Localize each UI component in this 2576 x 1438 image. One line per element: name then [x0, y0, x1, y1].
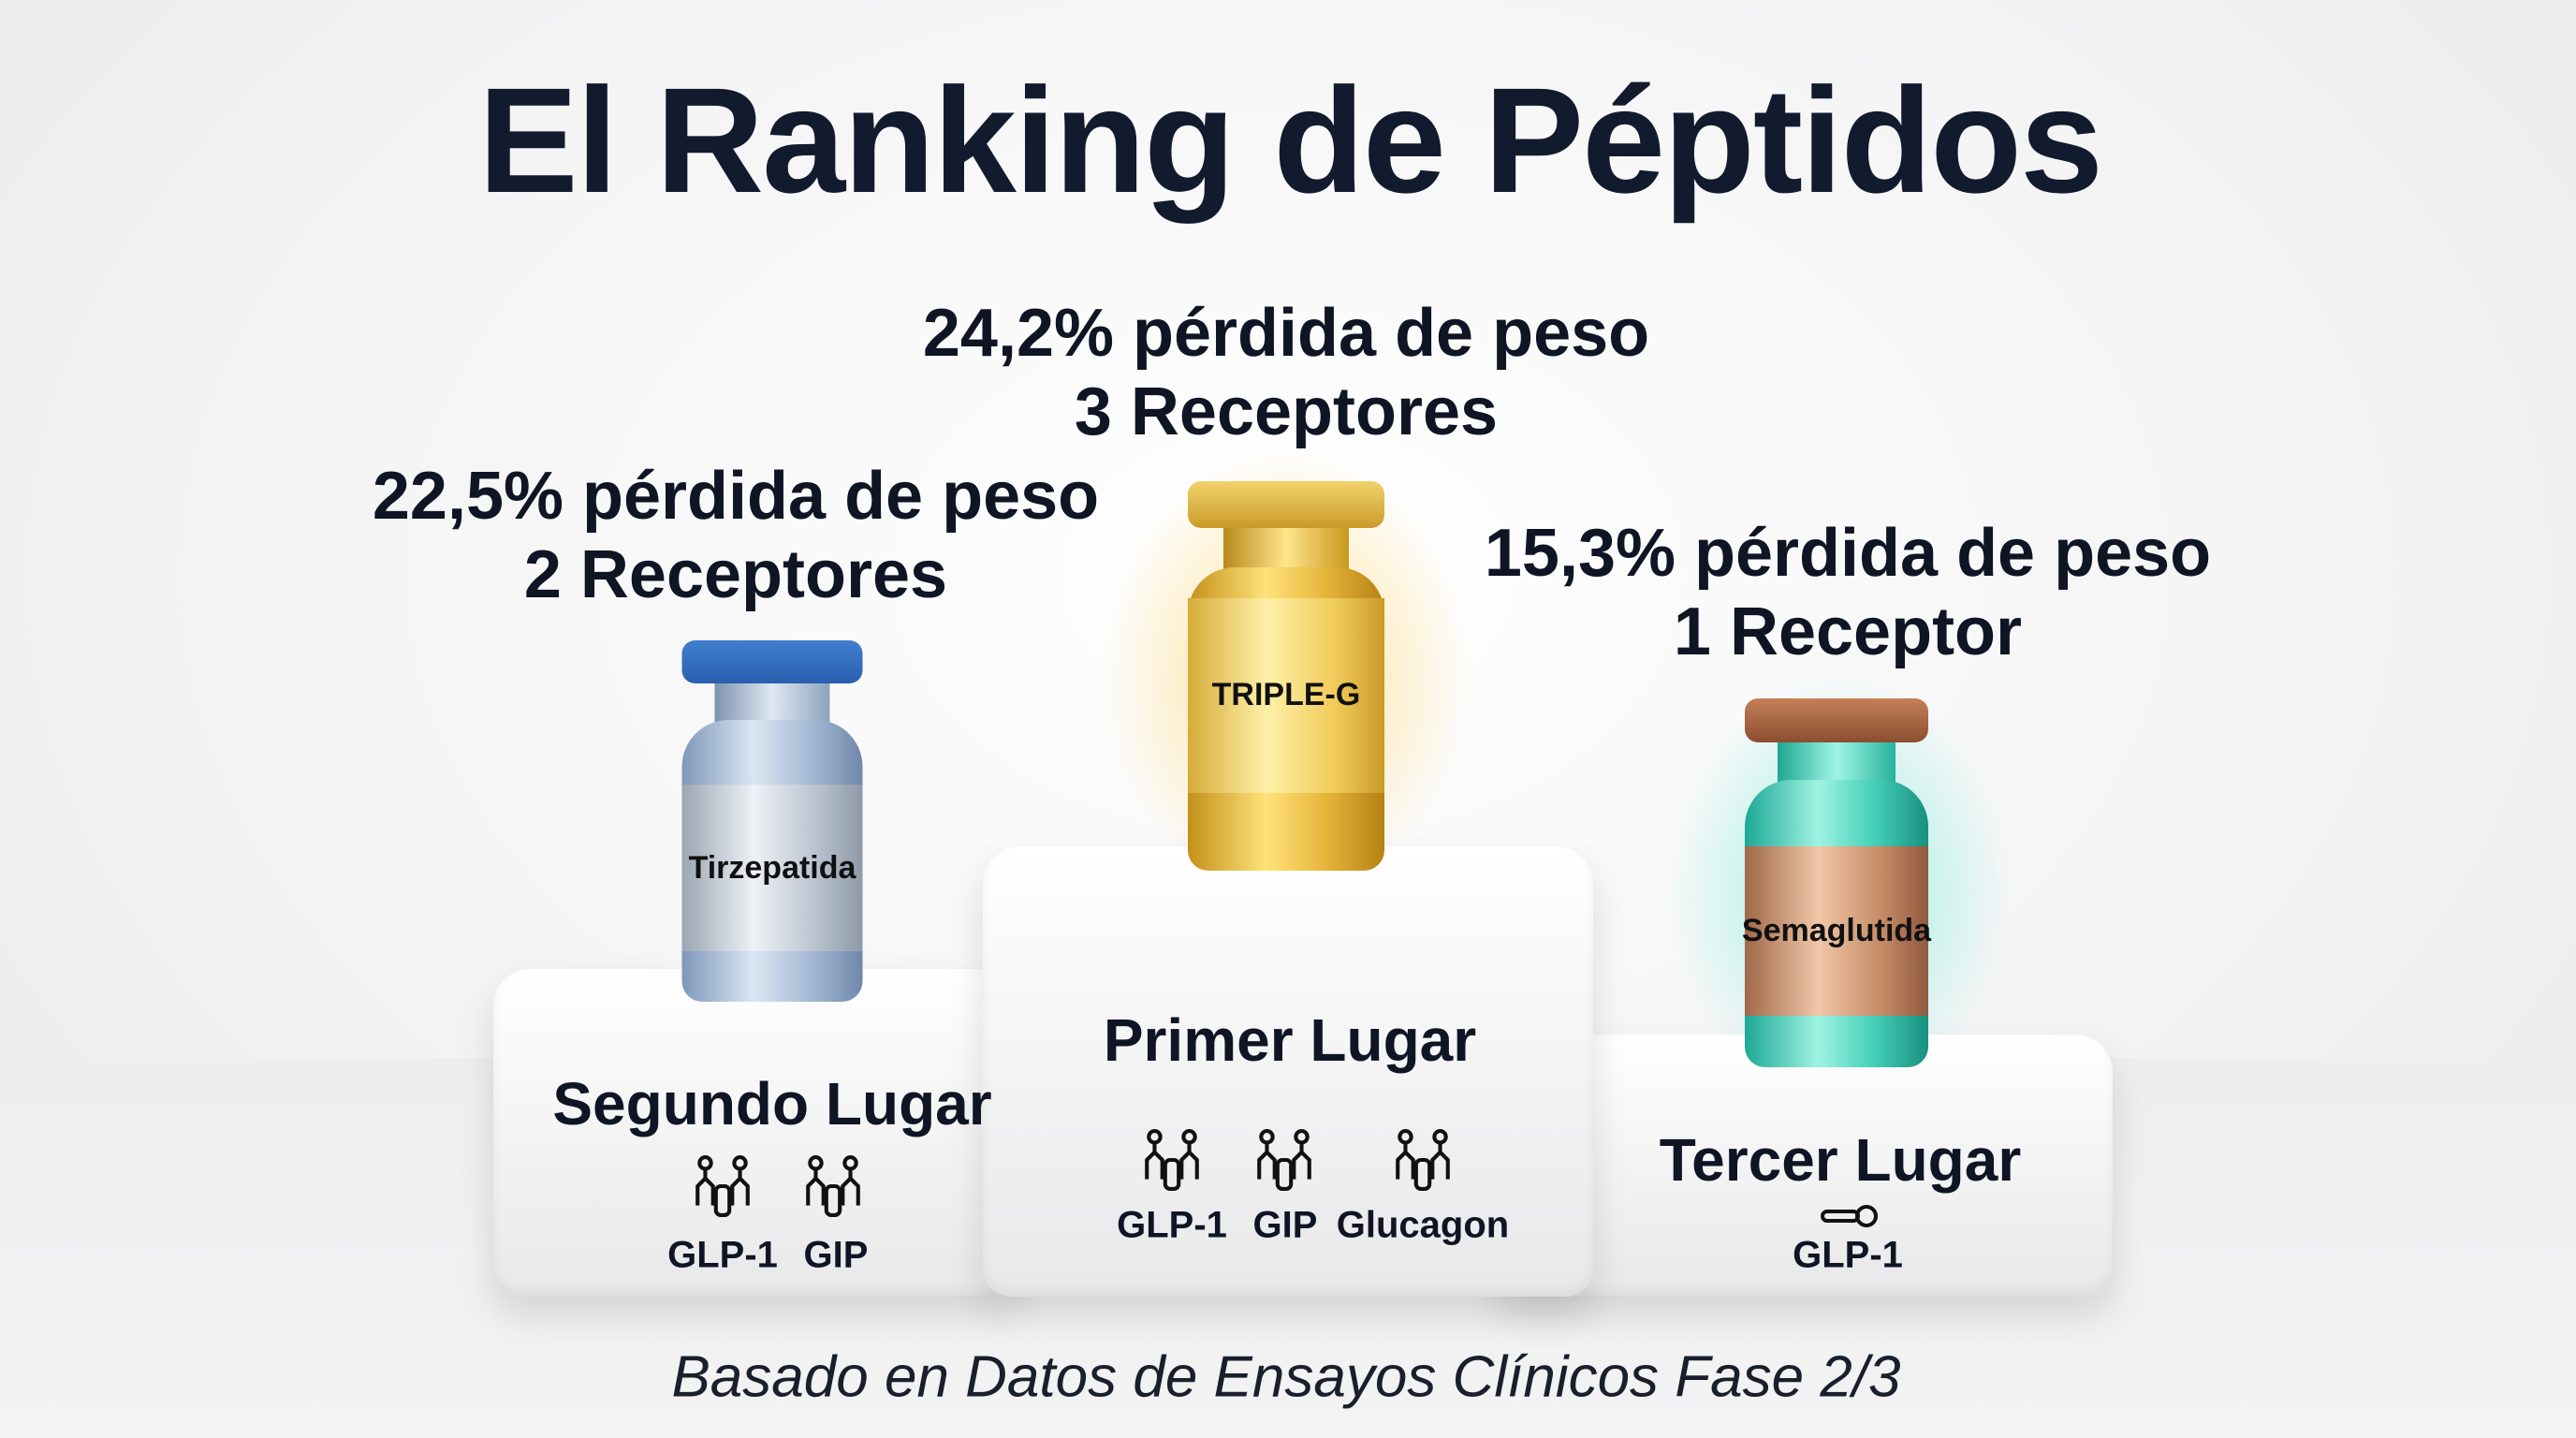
glp1-receptor-icon	[1141, 1127, 1203, 1193]
third-place-label: Tercer Lugar	[1659, 1126, 2022, 1194]
first-place-label: Primer Lugar	[1103, 1006, 1477, 1074]
first-receptors: 3 Receptores	[1074, 374, 1499, 449]
second-stats: 22,5% pérdida de peso 2 Receptores	[373, 457, 1099, 614]
semaglutida-vial: Semaglutida	[1741, 698, 1932, 1067]
first-stats: 24,2% pérdida de peso 3 Receptores	[923, 294, 1649, 451]
target-label: Glucagon	[1336, 1204, 1510, 1246]
third-receptors: 1 Receptor	[1673, 594, 2023, 669]
gip-receptor-icon	[802, 1153, 864, 1219]
single-receptor-icon	[1821, 1205, 1878, 1227]
page-title: El Ranking de Péptidos	[477, 56, 2103, 224]
target-label: GLP-1	[667, 1234, 778, 1276]
vial-label: Tirzepatida	[688, 849, 856, 886]
target-label: GIP	[1252, 1204, 1318, 1246]
triple-g-vial: TRIPLE-G	[1188, 481, 1384, 871]
third-stats: 15,3% pérdida de peso 1 Receptor	[1485, 514, 2211, 671]
target-label: GIP	[803, 1234, 869, 1276]
podium-second	[493, 969, 1017, 1297]
glp1-receptor-icon	[692, 1153, 754, 1219]
gip-receptor-icon	[1253, 1127, 1315, 1193]
second-weight-loss: 22,5% pérdida de peso	[372, 459, 1100, 534]
podium-first	[983, 846, 1593, 1297]
glucagon-receptor-icon	[1392, 1127, 1454, 1193]
second-receptors: 2 Receptores	[523, 537, 948, 612]
target-label: GLP-1	[1117, 1204, 1227, 1246]
vial-label: TRIPLE-G	[1211, 677, 1361, 713]
target-label: GLP-1	[1793, 1234, 1903, 1276]
vial-label: Semaglutida	[1741, 912, 1932, 948]
tirzepatida-vial: Tirzepatida	[681, 640, 863, 1002]
footer-note: Basado en Datos de Ensayos Clínicos Fase…	[671, 1344, 1901, 1410]
first-weight-loss: 24,2% pérdida de peso	[922, 296, 1650, 371]
podium-third	[1495, 1034, 2113, 1297]
third-weight-loss: 15,3% pérdida de peso	[1484, 516, 2212, 591]
second-place-label: Segundo Lugar	[552, 1070, 992, 1137]
